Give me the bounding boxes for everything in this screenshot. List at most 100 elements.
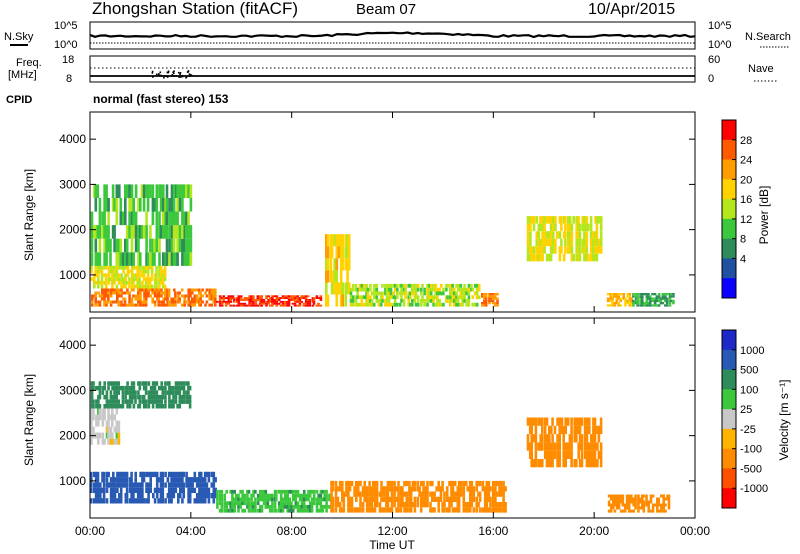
heatmap-cell <box>243 508 246 513</box>
heatmap-cell <box>107 273 111 278</box>
heatmap-cell <box>90 238 94 253</box>
heatmap-cell <box>188 493 192 499</box>
heatmap-cell <box>545 417 549 426</box>
heatmap-cell <box>597 238 601 247</box>
heatmap-cell <box>170 238 174 253</box>
heatmap-cell <box>585 450 589 459</box>
heatmap-cell <box>178 300 181 304</box>
heatmap-cell <box>104 280 108 285</box>
heatmap-cell <box>585 223 589 232</box>
heatmap-cell <box>583 442 587 451</box>
heatmap-cell <box>281 501 285 506</box>
heatmap-cell <box>201 498 205 504</box>
heatmap-cell <box>502 491 505 497</box>
heatmap-cell <box>470 496 474 502</box>
heatmap-cell <box>441 507 444 513</box>
heatmap-cell <box>308 302 312 305</box>
heatmap-cell <box>290 505 293 509</box>
heatmap-cell <box>256 304 260 307</box>
heatmap-cell <box>98 408 102 415</box>
heatmap-cell <box>277 508 281 513</box>
heatmap-cell <box>669 295 673 298</box>
heatmap-cell <box>223 497 226 502</box>
heatmap-cell <box>543 216 546 224</box>
heatmap-cell <box>562 253 566 262</box>
heatmap-cell <box>145 482 148 488</box>
heatmap-cell <box>423 291 426 296</box>
heatmap-cell <box>593 417 597 426</box>
heatmap-cell <box>97 291 100 295</box>
colorbar-swatch <box>722 468 736 489</box>
heatmap-cell <box>597 425 601 435</box>
heatmap-cell <box>100 297 104 301</box>
heatmap-cell <box>308 489 312 494</box>
heatmap-cell <box>161 277 165 281</box>
heatmap-cell <box>645 494 648 498</box>
heatmap-cell <box>189 288 192 292</box>
heatmap-cell <box>483 496 487 502</box>
heatmap-cell <box>252 300 255 303</box>
heatmap-cell <box>541 425 544 435</box>
heatmap-cell <box>132 198 135 212</box>
heatmap-cell <box>173 288 176 292</box>
heatmap-cell <box>390 507 394 513</box>
heatmap-cell <box>111 414 114 421</box>
heatmap-cell <box>155 277 158 281</box>
heatmap-cell <box>526 253 530 262</box>
heatmap-cell <box>137 252 140 266</box>
heatmap-cell <box>119 198 123 212</box>
heatmap-cell <box>170 498 173 504</box>
heatmap-cell <box>96 493 100 499</box>
heatmap-cell <box>530 459 533 468</box>
heatmap-cell <box>483 297 486 300</box>
heatmap-cell <box>172 399 175 404</box>
heatmap-cell <box>632 295 635 298</box>
heatmap-cell <box>199 482 203 488</box>
heatmap-cell <box>529 246 532 254</box>
heatmap-cell <box>214 493 217 499</box>
heatmap-cell <box>554 238 557 247</box>
heatmap-cell <box>298 297 302 299</box>
heatmap-cell <box>558 216 562 224</box>
heatmap-cell <box>589 223 593 232</box>
heatmap-cell <box>351 287 355 292</box>
heatmap-cell <box>149 288 152 292</box>
heatmap-cell <box>130 300 134 304</box>
heatmap-cell <box>393 283 397 288</box>
heatmap-cell <box>578 238 582 247</box>
heatmap-cell <box>570 238 574 247</box>
heatmap-cell <box>577 442 580 451</box>
heatmap-cell <box>94 280 97 285</box>
heatmap-cell <box>161 471 165 478</box>
heatmap-cell <box>339 294 343 307</box>
heatmap-cell <box>130 477 133 483</box>
heatmap-cell <box>195 477 199 483</box>
heatmap-cell <box>619 297 622 300</box>
heatmap-cell <box>323 493 326 498</box>
heatmap-cell <box>170 303 174 307</box>
heatmap-cell <box>121 211 125 226</box>
colorbar-tick-label: 20 <box>740 174 752 186</box>
heatmap-cell <box>148 284 152 289</box>
heatmap-cell <box>487 480 491 487</box>
heatmap-cell <box>250 302 253 305</box>
heatmap-cell <box>471 287 475 292</box>
heatmap-cell <box>172 385 175 391</box>
heatmap-cell <box>363 295 366 300</box>
heatmap-cell <box>95 399 98 404</box>
heatmap-cell <box>302 493 306 498</box>
heatmap-cell <box>123 291 127 295</box>
heatmap-cell <box>445 496 449 502</box>
heatmap-cell <box>429 283 433 288</box>
heatmap-cell <box>290 489 293 494</box>
heatmap-cell <box>172 487 176 493</box>
heatmap-cell <box>166 300 169 304</box>
heatmap-cell <box>420 302 423 307</box>
heatmap-cell <box>485 502 489 508</box>
heatmap-cell <box>393 502 396 508</box>
heatmap-cell <box>224 304 228 307</box>
heatmap-cell <box>187 297 190 301</box>
heatmap-cell <box>157 300 160 304</box>
heatmap-cell <box>151 288 154 292</box>
heatmap-cell <box>634 297 638 300</box>
